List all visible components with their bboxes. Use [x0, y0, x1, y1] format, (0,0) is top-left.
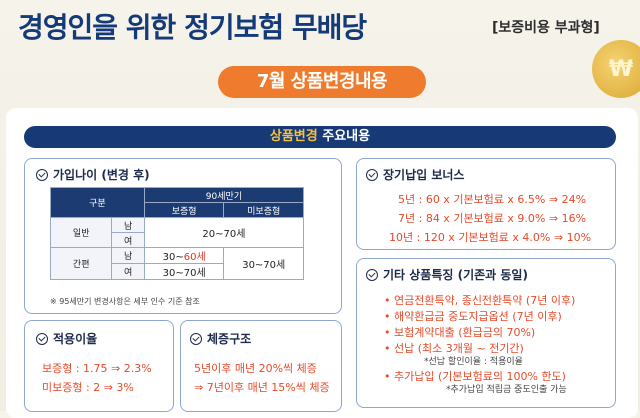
rate-line: 미보증형 : 2 ⇒ 3%: [42, 381, 134, 394]
table-cell-value: 30~60세: [143, 247, 225, 264]
feature-item: • 해약환급금 중도지급옵션 (7년 이후): [384, 310, 562, 323]
check-icon: [190, 332, 202, 345]
feature-note: *선납 할인이율 : 적용이율: [424, 357, 523, 367]
increase-heading-text: 체증구조: [207, 332, 252, 346]
feature-item: • 선납 (최소 3개월 ~ 전기간): [384, 342, 524, 355]
section-bar: 상품변경 주요내용: [24, 126, 616, 148]
page-title: 경영인을 위한 정기보험 무배당: [18, 6, 367, 46]
bonus-box-heading: 장기납입 보너스: [366, 166, 464, 183]
table-cell-value: 20~70세: [143, 217, 305, 248]
rate-heading-text: 적용이율: [53, 332, 98, 346]
bonus-box: [356, 158, 616, 250]
page-subtitle: [보증비용 부과형]: [492, 20, 600, 36]
table-cell-value: 30~70세: [143, 263, 225, 280]
features-box: [356, 258, 616, 408]
section-bar-highlight: 상품변경: [269, 129, 318, 144]
table-cell-sub: 남: [111, 217, 145, 233]
table-cell-sub: 여: [111, 263, 145, 280]
age-box-heading: 가입나이 (변경 후): [36, 166, 150, 183]
table-cell-group: 일반: [49, 217, 113, 248]
table-header-span: 90세만기: [143, 187, 305, 203]
table-cell-group: 간편: [49, 247, 113, 280]
table-cell-sub: 남: [111, 247, 145, 264]
increase-line: 5년이후 매년 20%씩 체증: [194, 362, 317, 375]
check-icon: [366, 168, 378, 181]
increase-line: ⇒ 7년이후 매년 15%씩 체증: [194, 381, 330, 394]
age-note: ※ 95세만기 변경사항은 세부 인수 기준 참조: [50, 297, 200, 306]
table-header-guaranteed: 보증형: [143, 202, 225, 218]
features-box-heading: 기타 상품특징 (기존과 동일): [366, 266, 528, 283]
increase-box-heading: 체증구조: [190, 330, 251, 347]
table-cell-sub: 여: [111, 232, 145, 248]
feature-item: • 추가납입 (기본보험료의 100% 한도): [384, 370, 566, 383]
coin-icon: ₩: [592, 40, 640, 98]
bonus-line: 5년 : 60 x 기본보험료 x 6.5% ⇒ 24%: [398, 193, 587, 206]
table-header-group: 구분: [50, 187, 145, 218]
feature-note: *추가납입 적립금 중도인출 가능: [446, 385, 567, 395]
header: 경영인을 위한 정기보험 무배당 [보증비용 부과형]: [0, 0, 640, 60]
title-part3: 무배당: [291, 11, 367, 44]
bonus-line: 10년 : 120 x 기본보험료 x 4.0% ⇒ 10%: [389, 231, 592, 244]
check-icon: [36, 168, 48, 181]
check-icon: [366, 268, 378, 281]
bonus-line: 7년 : 84 x 기본보험료 x 9.0% ⇒ 16%: [398, 212, 587, 225]
table-cell-value: 30~70세: [223, 247, 304, 280]
value-red: 60세: [183, 252, 206, 263]
month-badge: 7월 상품변경내용: [218, 66, 426, 98]
bonus-heading-text: 장기납입 보너스: [383, 168, 465, 182]
rate-box-heading: 적용이율: [36, 330, 97, 347]
title-part1: 경영인을 위한: [18, 11, 176, 44]
value-prefix: 30~: [162, 252, 184, 263]
age-heading-text: 가입나이 (변경 후): [53, 168, 150, 182]
age-table: 구분 90세만기 보증형 미보증형 일반 남 20~70세 여 간편 남 30~…: [49, 187, 305, 280]
features-heading-text: 기타 상품특징 (기존과 동일): [383, 268, 528, 282]
increase-box: [180, 320, 342, 412]
section-bar-rest: 주요내용: [317, 129, 371, 144]
feature-item: • 연금전환특약, 종신전환특약 (7년 이후): [384, 294, 576, 307]
check-icon: [36, 332, 48, 345]
title-part2: 정기보험: [184, 11, 284, 44]
table-header-nonguaranteed: 미보증형: [223, 202, 304, 218]
rate-line: 보증형 : 1.75 ⇒ 2.3%: [42, 362, 152, 375]
feature-item: • 보험계약대출 (환급금의 70%): [384, 326, 536, 339]
